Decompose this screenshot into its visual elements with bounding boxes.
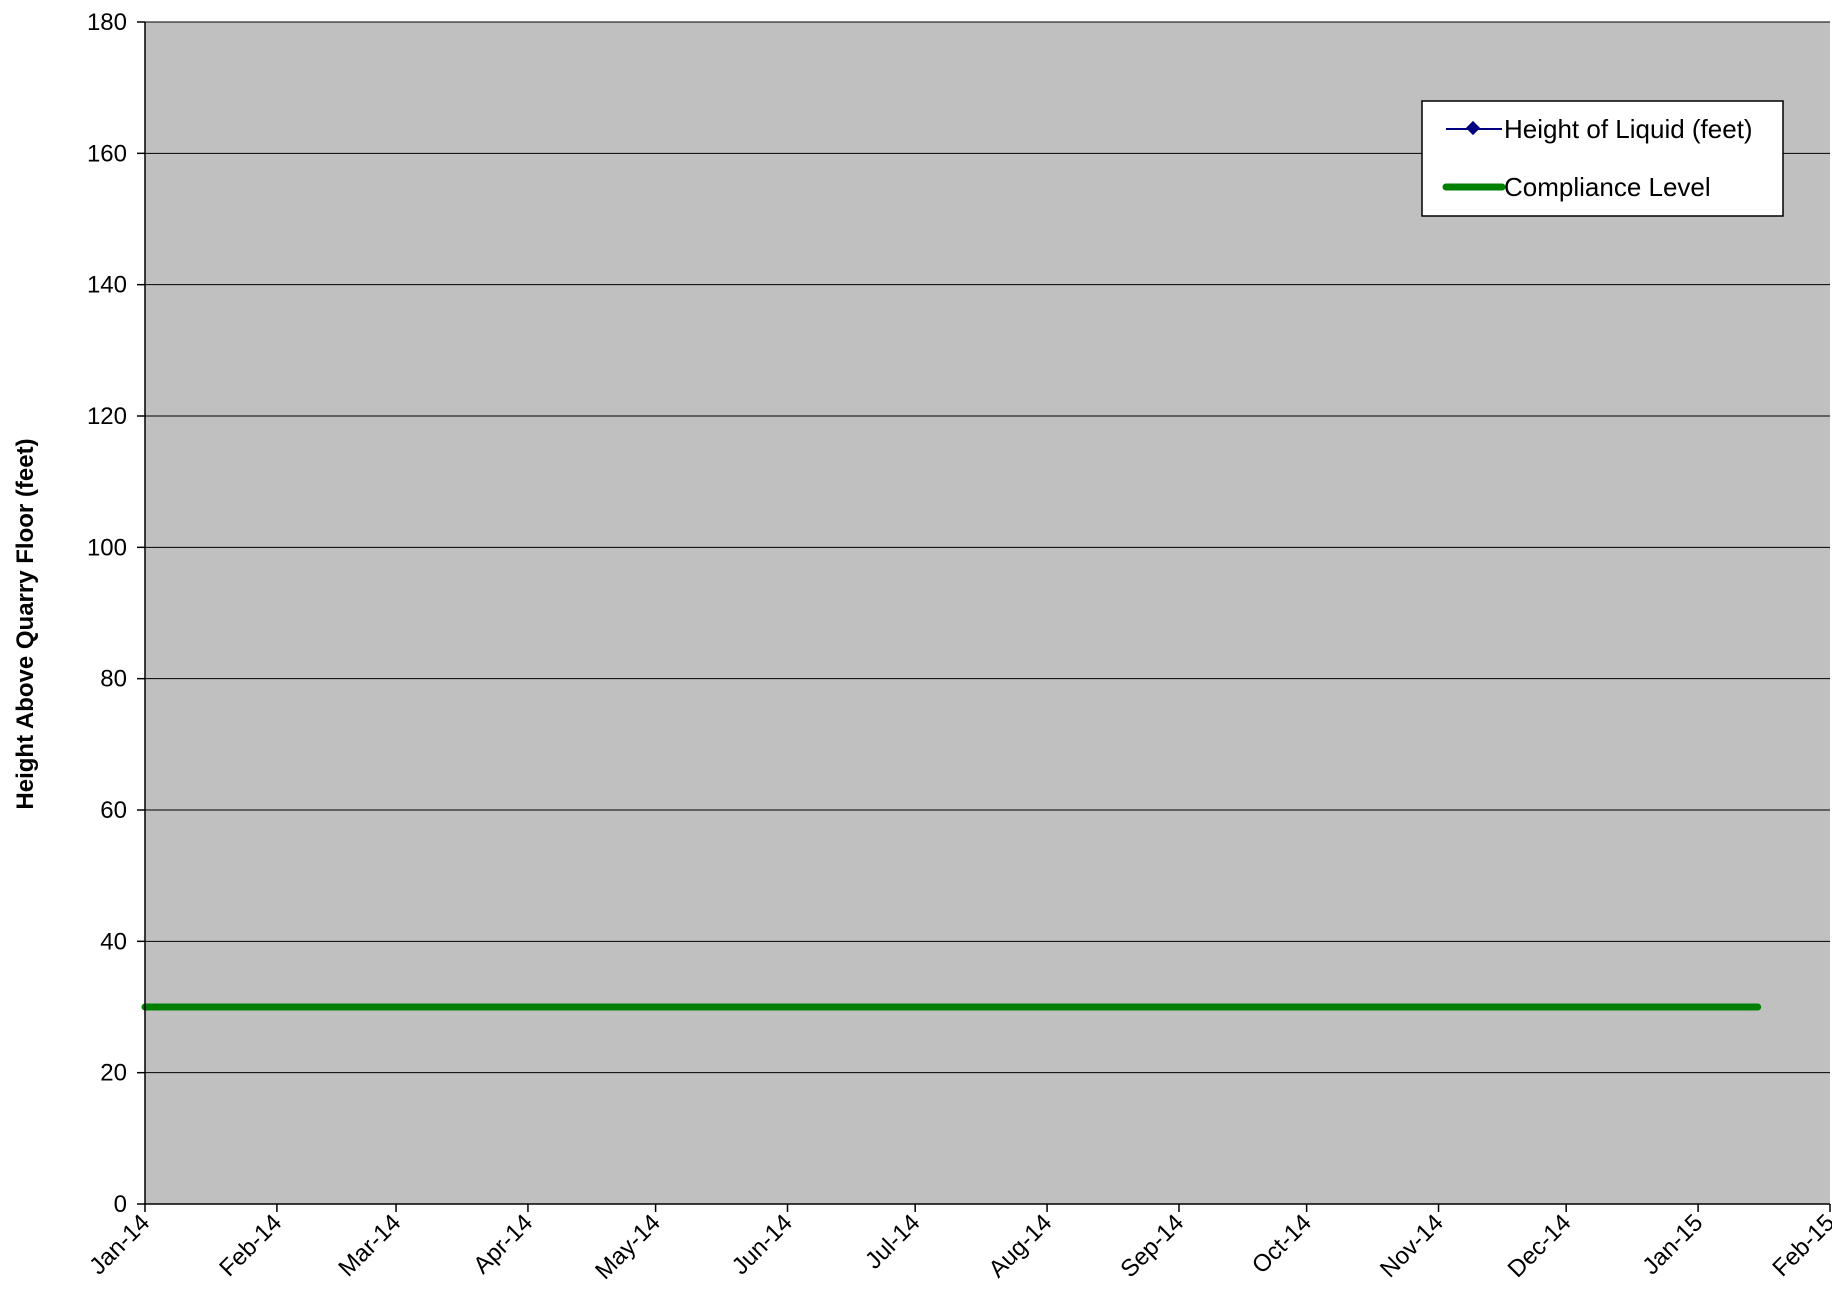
y-tick-label: 80 xyxy=(100,666,127,693)
y-tick-label: 160 xyxy=(87,140,127,167)
diamond-marker-icon xyxy=(1465,120,1481,136)
x-tick-label: Jun-14 xyxy=(727,1209,798,1280)
x-tick-label: Oct-14 xyxy=(1247,1209,1317,1279)
x-tick-label: Sep-14 xyxy=(1115,1209,1189,1283)
y-tick-label: 60 xyxy=(100,797,127,824)
x-tick-label: Feb-15 xyxy=(1767,1209,1832,1282)
x-ticks: Jan-14 Feb-14 Mar-14 Apr-14 May-14 Jun-14 Jul-… xyxy=(84,1204,1832,1285)
legend: Height of Liquid (feet) Compliance Level xyxy=(1421,100,1784,217)
y-tick-label: 20 xyxy=(100,1060,127,1087)
legend-label-compliance: Compliance Level xyxy=(1504,172,1711,202)
x-tick-label: Dec-14 xyxy=(1503,1209,1577,1283)
x-tick-label: Aug-14 xyxy=(983,1209,1057,1283)
x-tick-label: Apr-14 xyxy=(468,1209,538,1279)
y-tick-label: 140 xyxy=(87,272,127,299)
x-tick-label: Jan-15 xyxy=(1637,1209,1708,1280)
x-tick-label: Jul-14 xyxy=(860,1209,925,1274)
legend-box xyxy=(1421,100,1784,217)
x-tick-label: Jan-14 xyxy=(84,1209,155,1280)
x-tick-label: Nov-14 xyxy=(1375,1209,1449,1283)
x-tick-label: Feb-14 xyxy=(214,1209,287,1282)
y-tick-label: 180 xyxy=(87,9,127,36)
y-tick-label: 100 xyxy=(87,534,127,561)
x-tick-label: May-14 xyxy=(590,1209,666,1285)
y-tick-label: 0 xyxy=(114,1191,127,1218)
y-axis-title: Height Above Quarry Floor (feet) xyxy=(12,438,39,809)
legend-label-liquid: Height of Liquid (feet) xyxy=(1504,114,1753,144)
y-tick-label: 120 xyxy=(87,403,127,430)
gridlines xyxy=(145,21,1830,1074)
x-tick-label: Mar-14 xyxy=(333,1209,406,1282)
y-tick-label: 40 xyxy=(100,928,127,955)
y-ticks: 0 20 40 60 80 100 120 140 160 180 xyxy=(87,9,145,1218)
